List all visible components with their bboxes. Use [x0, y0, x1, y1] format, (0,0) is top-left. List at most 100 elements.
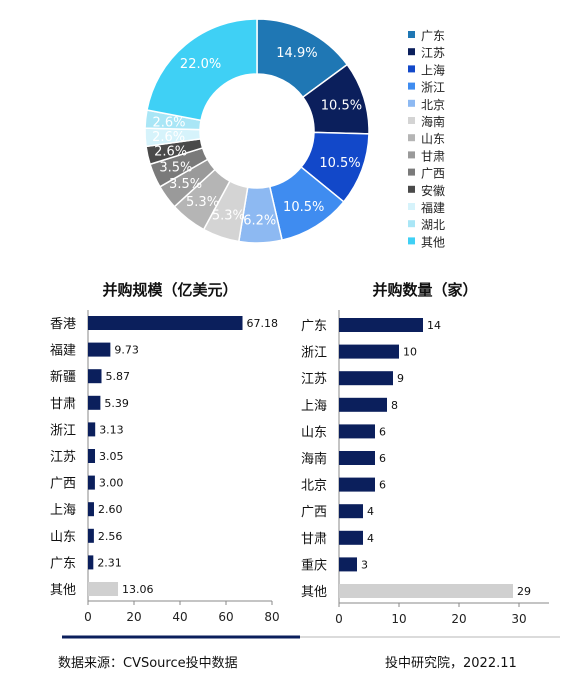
bar — [339, 557, 357, 572]
bar — [88, 422, 96, 437]
bar-value-label: 9.73 — [114, 344, 139, 357]
footer-source: 数据来源：CVSource投中数据 — [58, 656, 238, 671]
donut-slice-label: 10.5% — [319, 156, 360, 171]
bar-category-label: 山东 — [301, 425, 327, 440]
footer-credit: 投中研究院，2022.11 — [385, 656, 517, 671]
bar-chart-title: 并购数量（家） — [372, 281, 477, 299]
bar-value-label: 3.00 — [99, 477, 124, 490]
x-tick-label: 20 — [126, 610, 141, 624]
legend-label: 浙江 — [421, 81, 445, 95]
bar-value-label: 6 — [379, 425, 386, 438]
bar-category-label: 重庆 — [301, 557, 327, 573]
legend-swatch — [408, 151, 415, 159]
bar-category-label: 其他 — [50, 583, 76, 598]
legend-swatch — [408, 203, 415, 210]
donut-slice-label: 6.2% — [243, 213, 276, 228]
bar-value-label: 2.56 — [98, 530, 123, 543]
bar — [339, 504, 363, 519]
bar-value-label: 10 — [403, 346, 417, 359]
donut-slice-13 — [146, 18, 258, 122]
bar-value-label: 9 — [397, 372, 404, 385]
bar-value-label: 8 — [391, 399, 398, 412]
bar-category-label: 浙江 — [301, 346, 327, 361]
legend-swatch — [408, 168, 415, 176]
bar-value-label: 29 — [517, 585, 531, 598]
donut-slice-label: 22.0% — [180, 57, 221, 72]
bar-category-label: 广西 — [301, 505, 327, 520]
legend-swatch — [408, 185, 415, 193]
legend-swatch — [408, 99, 415, 107]
bar-category-label: 甘肃 — [301, 532, 327, 547]
x-tick-label: 20 — [451, 612, 466, 626]
bar-value-label: 4 — [367, 532, 374, 545]
bar-category-label: 广西 — [50, 477, 76, 492]
legend-label: 湖北 — [421, 217, 445, 232]
legend-swatch — [408, 117, 415, 124]
bar-value-label: 67.18 — [247, 317, 279, 330]
legend-swatch — [408, 31, 415, 38]
x-tick-label: 10 — [391, 612, 406, 626]
legend-label: 安徽 — [421, 183, 445, 198]
bar-category-label: 其他 — [301, 585, 327, 600]
donut-slice-label: 2.6% — [154, 144, 187, 159]
bar-value-label: 2.31 — [97, 556, 122, 569]
x-tick-label: 0 — [335, 612, 343, 626]
x-tick-label: 40 — [172, 610, 187, 624]
legend-swatch — [408, 65, 415, 73]
x-tick-label: 30 — [511, 612, 526, 626]
donut-slice-label: 14.9% — [276, 46, 317, 61]
legend-label: 山东 — [421, 132, 445, 146]
legend-label: 福建 — [421, 200, 445, 215]
bar — [88, 528, 94, 543]
bar-value-label: 5.87 — [106, 370, 131, 383]
bar-category-label: 北京 — [301, 479, 327, 494]
bar — [339, 530, 363, 545]
bar-value-label: 3 — [361, 558, 368, 571]
legend-swatch — [408, 220, 415, 228]
x-tick-label: 80 — [264, 610, 279, 624]
bar-value-label: 14 — [427, 319, 441, 332]
legend-label: 江苏 — [421, 46, 445, 60]
bar — [88, 316, 243, 330]
legend-swatch — [408, 237, 415, 245]
legend-swatch — [408, 48, 415, 56]
x-tick-label: 60 — [218, 610, 233, 624]
donut-slice-label: 5.3% — [186, 195, 219, 210]
bar-chart-title: 并购规模（亿美元） — [102, 281, 237, 299]
legend-swatch — [408, 82, 415, 90]
bar-value-label: 3.05 — [99, 450, 124, 463]
bar — [88, 449, 96, 463]
bar-category-label: 广东 — [50, 556, 76, 571]
legend-label: 北京 — [421, 98, 445, 112]
donut-slice-label: 2.6% — [152, 130, 185, 145]
donut-slice-label: 10.5% — [321, 98, 362, 113]
bar-category-label: 江苏 — [50, 449, 76, 465]
bar — [88, 475, 95, 490]
donut-slice-label: 3.5% — [169, 177, 202, 192]
bar — [88, 342, 111, 357]
bar — [339, 584, 513, 598]
bar-value-label: 4 — [367, 505, 374, 518]
legend-label: 广东 — [421, 29, 445, 43]
donut-chart — [144, 18, 370, 244]
bar-category-label: 甘肃 — [50, 397, 76, 412]
legend-label: 海南 — [421, 114, 445, 129]
legend-swatch — [408, 134, 415, 142]
bar — [88, 502, 94, 517]
bar-value-label: 6 — [379, 479, 386, 492]
legend-label: 甘肃 — [421, 149, 445, 163]
donut-slice-label: 2.6% — [152, 116, 185, 131]
bar-category-label: 山东 — [50, 530, 76, 545]
bar-category-label: 江苏 — [301, 371, 327, 387]
bar — [339, 424, 375, 439]
bar-category-label: 海南 — [301, 451, 327, 467]
bar — [339, 477, 375, 492]
legend-label: 其他 — [421, 235, 445, 249]
bar-value-label: 2.60 — [98, 503, 123, 516]
bar-category-label: 新疆 — [50, 369, 76, 385]
bar-value-label: 6 — [379, 452, 386, 465]
x-tick-label: 0 — [84, 610, 92, 624]
bar-category-label: 上海 — [301, 399, 327, 414]
bar — [88, 369, 102, 384]
